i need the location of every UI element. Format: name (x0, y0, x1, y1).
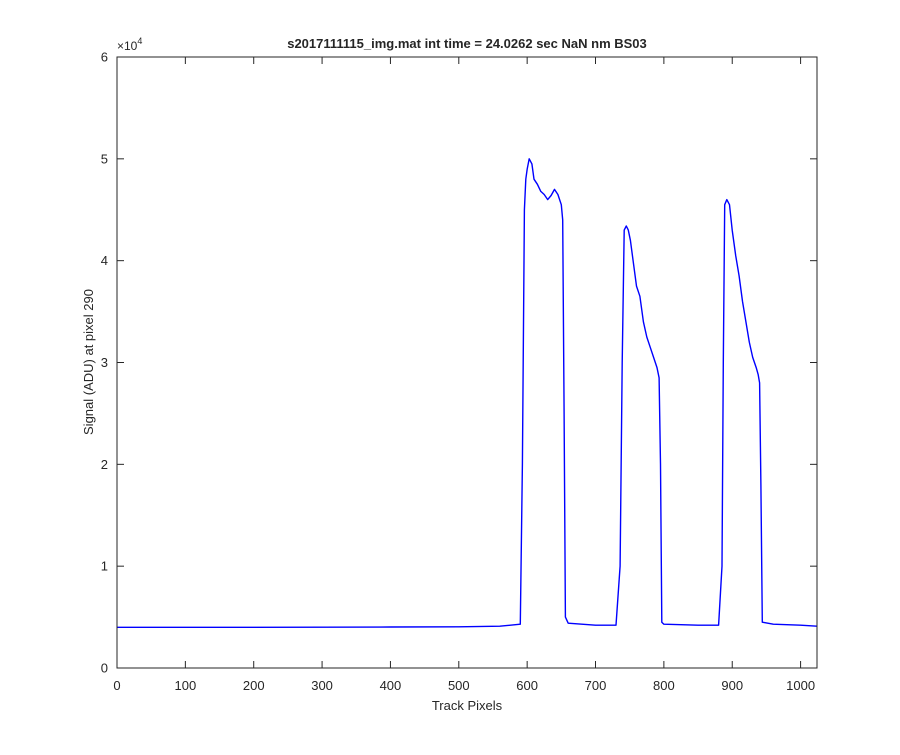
axes: 0 100 200 300 400 500 600 700 800 900 1000 0 1 2 3 4 5 6 (101, 50, 817, 693)
x-tick-label: 0 (113, 678, 120, 693)
y-tick-label: 3 (101, 355, 108, 370)
x-tick-label: 100 (175, 678, 197, 693)
y-exponent-power: 4 (137, 36, 142, 46)
y-tick-label: 1 (101, 559, 108, 574)
x-tick-label: 200 (243, 678, 265, 693)
y-axis-label: Signal (ADU) at pixel 290 (81, 289, 96, 435)
x-tick-label: 300 (311, 678, 333, 693)
x-tick-label: 400 (380, 678, 402, 693)
y-tick-label: 5 (101, 151, 108, 166)
x-tick-label: 700 (585, 678, 607, 693)
x-tick-label: 600 (516, 678, 538, 693)
chart-title: s2017111115_img.mat int time = 24.0262 s… (287, 36, 647, 51)
y-exponent-label: ×104 (117, 36, 142, 53)
x-axis-label: Track Pixels (432, 698, 503, 713)
x-tick-label: 800 (653, 678, 675, 693)
y-tick-label: 0 (101, 661, 108, 676)
series-line (117, 158, 818, 628)
x-tick-label: 500 (448, 678, 470, 693)
y-tick-label: 6 (101, 50, 108, 65)
axes-box (116, 56, 818, 669)
plot-area (117, 57, 817, 668)
y-exponent-base: ×10 (117, 39, 138, 53)
data-layer (117, 158, 818, 628)
x-tick-label: 1000 (786, 678, 815, 693)
y-tick-label: 2 (101, 457, 108, 472)
x-tick-label: 900 (721, 678, 743, 693)
y-tick-label: 4 (101, 253, 108, 268)
